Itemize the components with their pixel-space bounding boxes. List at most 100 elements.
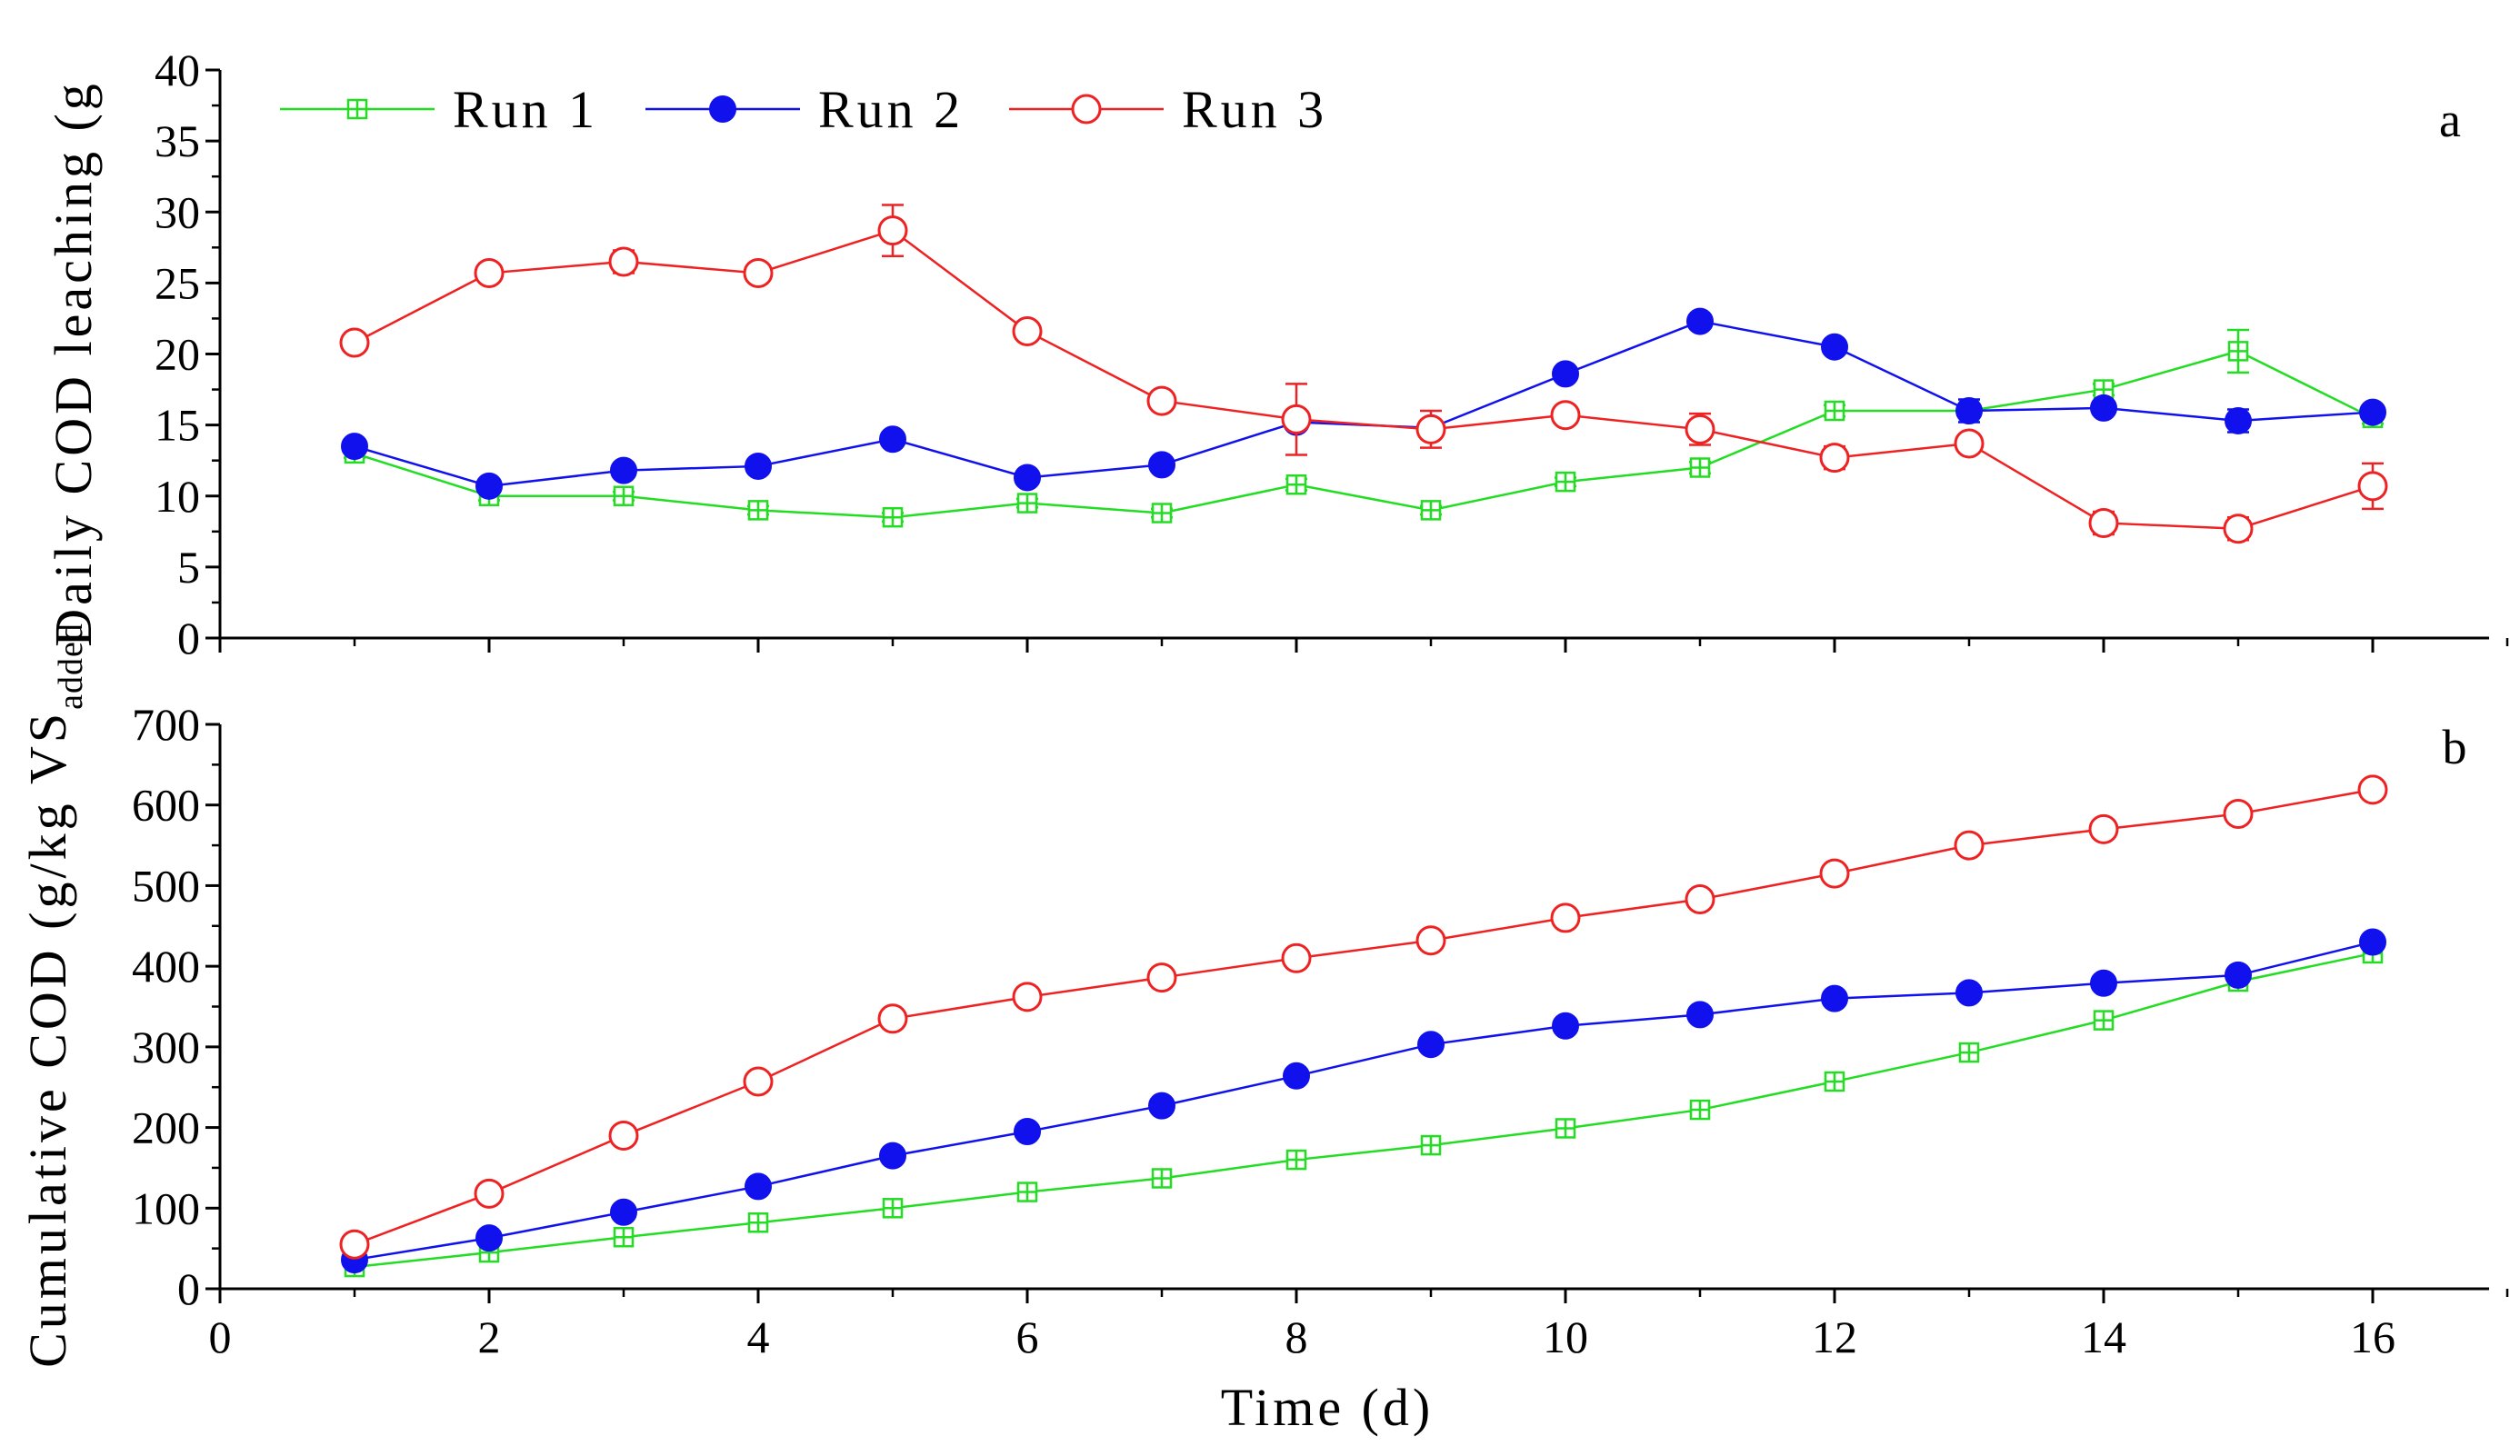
data-point — [1555, 1118, 1576, 1139]
data-point — [475, 1224, 503, 1252]
data-point — [610, 456, 637, 484]
data-point — [1148, 1092, 1175, 1120]
data-point — [2227, 341, 2249, 362]
data-point — [747, 500, 769, 521]
series-line — [354, 229, 2374, 530]
data-point — [1552, 360, 1579, 388]
x-tick-label: 4 — [747, 1311, 770, 1362]
data-point — [613, 485, 635, 506]
data-point — [2093, 1010, 2115, 1031]
data-point — [1819, 443, 1850, 474]
y-tick-label: 40 — [155, 45, 200, 95]
data-point — [1420, 1134, 1442, 1156]
data-point — [743, 1066, 774, 1097]
data-point — [1689, 1099, 1711, 1121]
panel-a-y-axis-title: Daily COD leaching (g — [44, 80, 103, 647]
data-point — [1955, 979, 1983, 1007]
data-point — [1285, 474, 1307, 495]
y-tick-label: 200 — [132, 1102, 200, 1153]
data-point — [610, 1198, 637, 1226]
panel-a-letter: a — [2439, 93, 2461, 147]
x-tick-label: 16 — [2350, 1311, 2395, 1362]
panel-a-series — [339, 204, 2388, 544]
data-point — [2088, 507, 2119, 538]
data-point — [2225, 961, 2252, 989]
data-point — [747, 1212, 769, 1233]
series-run-2 — [341, 928, 2386, 1274]
panel-b-ticks: 0 100 200 300 400 500 600 700 0 2 4 6 8 10 12 14 16 — [132, 699, 2509, 1362]
x-tick-label: 14 — [2081, 1311, 2126, 1362]
x-tick-label: 2 — [478, 1311, 501, 1362]
data-point — [1552, 1012, 1579, 1040]
data-point — [1146, 962, 1177, 993]
data-point — [877, 1003, 908, 1034]
x-axis-title: Time (d) — [1221, 1378, 1435, 1437]
data-point — [2359, 398, 2386, 426]
panel-b-y-axis-title-group: Cumulative COD (g/kg VSadded — [18, 623, 90, 1368]
y-tick-label: 700 — [132, 699, 200, 750]
legend-item-run-1: Run 1 — [280, 80, 598, 139]
y-tick-label: 30 — [155, 186, 200, 237]
data-point — [1281, 404, 1312, 434]
data-point — [879, 1142, 906, 1170]
data-point — [1686, 1001, 1714, 1029]
y-tick-label: 5 — [177, 542, 200, 593]
y-tick-label: 15 — [155, 400, 200, 451]
series-run-3 — [339, 204, 2388, 544]
panel-b-y-axis-title-main: Cumulative COD (g/kg VS — [18, 710, 77, 1368]
data-point — [1555, 471, 1576, 493]
series-line — [354, 788, 2374, 1246]
data-point — [1686, 307, 1714, 335]
data-point — [608, 246, 639, 277]
data-point — [2357, 471, 2388, 502]
y-tick-label: 0 — [177, 1263, 200, 1314]
data-point — [2088, 813, 2119, 844]
data-point — [1685, 884, 1715, 915]
data-point — [2223, 798, 2254, 829]
y-tick-label: 300 — [132, 1022, 200, 1072]
x-tick-label: 10 — [1543, 1311, 1588, 1362]
data-point — [1012, 982, 1043, 1012]
data-point — [1821, 984, 1848, 1012]
data-point — [1012, 316, 1043, 346]
y-tick-label: 0 — [177, 613, 200, 663]
data-point — [1148, 451, 1175, 479]
x-tick-label: 0 — [209, 1311, 232, 1362]
panel-a-y-ticks: 0 5 10 15 20 25 30 35 40 — [155, 45, 2509, 663]
panel-b-series — [339, 774, 2388, 1278]
series-run-3 — [339, 774, 2388, 1260]
data-point — [1824, 1071, 1845, 1092]
series-line — [354, 952, 2374, 1269]
data-point — [1016, 493, 1038, 514]
data-point — [2225, 406, 2252, 434]
data-point — [1283, 1062, 1310, 1090]
data-point — [882, 506, 904, 528]
data-point — [608, 1120, 639, 1151]
legend-item-run-2: Run 2 — [645, 80, 960, 139]
series-line — [354, 941, 2374, 1262]
panel-b-y-axis-title-sub: added — [52, 623, 90, 710]
legend-label: Run 1 — [453, 80, 598, 139]
data-point — [339, 1229, 370, 1260]
panel-b-y-axis-title: Cumulative COD (g/kg VSadded — [18, 623, 90, 1368]
x-tick-label: 8 — [1285, 1311, 1308, 1362]
data-point — [1016, 1182, 1038, 1202]
data-point — [877, 215, 908, 246]
data-point — [1954, 428, 1985, 459]
data-point — [474, 257, 505, 288]
data-point — [1151, 1168, 1173, 1189]
data-point — [882, 1198, 904, 1219]
data-point — [1415, 414, 1446, 444]
y-tick-label: 500 — [132, 860, 200, 911]
data-point — [743, 257, 774, 288]
legend-item-run-3: Run 3 — [1009, 80, 1324, 139]
data-point — [1819, 858, 1850, 889]
legend-marker — [1071, 94, 1102, 125]
y-tick-label: 35 — [155, 115, 200, 166]
data-point — [1824, 400, 1845, 422]
data-point — [1954, 830, 1985, 861]
data-point — [1014, 1118, 1041, 1146]
data-point — [1417, 1031, 1445, 1059]
data-point — [879, 425, 906, 454]
